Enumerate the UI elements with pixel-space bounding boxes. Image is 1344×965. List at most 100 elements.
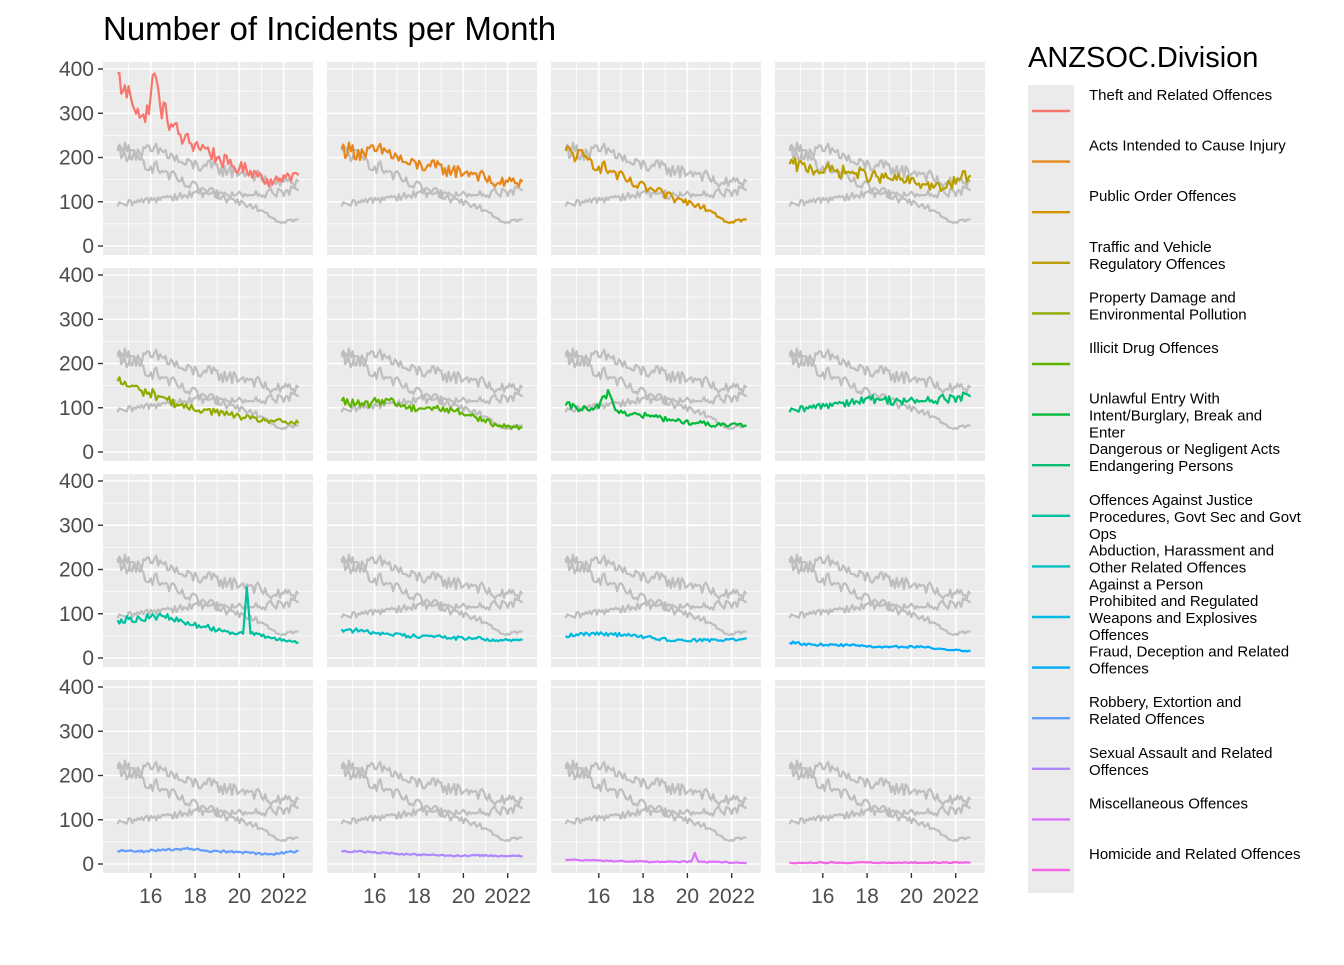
context-series-line — [116, 597, 300, 619]
context-series-line — [564, 557, 747, 636]
context-series-line — [116, 763, 299, 842]
series-line — [117, 71, 300, 188]
context-series-line — [788, 597, 972, 619]
panel-15: 16 18 20 2022 — [551, 680, 761, 908]
series-line — [788, 156, 972, 192]
legend-label: Intent/Burglary, Break and — [1089, 408, 1262, 425]
series-line — [564, 389, 747, 428]
context-series-line — [788, 347, 972, 394]
panel-13: 0 100 200 300 400 16 18 20 2022 — [59, 676, 313, 908]
x-tick-label: 16 — [587, 885, 610, 908]
legend-label: Weapons and Explosives — [1089, 610, 1257, 627]
series-line — [340, 396, 523, 431]
series-line — [564, 631, 747, 643]
panel-8 — [775, 268, 985, 461]
y-tick-label: 100 — [59, 191, 94, 214]
y-tick-label: 200 — [59, 353, 94, 376]
panel-10 — [327, 474, 537, 667]
y-tick-label: 0 — [82, 647, 94, 670]
panel-6 — [327, 268, 537, 461]
legend-label: Related Offences — [1089, 711, 1205, 728]
panel-14: 16 18 20 2022 — [327, 680, 537, 908]
context-series-line — [116, 185, 300, 207]
y-tick-label: 100 — [59, 809, 94, 832]
legend-label: Against a Person — [1089, 576, 1203, 593]
series-line — [788, 391, 972, 413]
y-tick-label: 100 — [59, 397, 94, 420]
x-tick-label: 18 — [183, 885, 206, 908]
legend-label: Ops — [1089, 526, 1117, 543]
context-series-line — [564, 141, 748, 188]
series-line — [341, 849, 523, 858]
legend-item: Homicide and Related Offences — [1032, 846, 1301, 872]
context-series-line — [788, 759, 972, 806]
y-tick-label: 300 — [59, 514, 94, 537]
legend-label: Procedures, Govt Sec and Govt — [1089, 509, 1302, 526]
y-tick-label: 200 — [59, 765, 94, 788]
legend-label: Offences — [1089, 627, 1149, 644]
legend-label: Endangering Persons — [1089, 458, 1233, 475]
legend-label: Sexual Assault and Related — [1089, 745, 1272, 762]
legend-label: Enter — [1089, 425, 1125, 442]
x-tick-label: 2022 — [260, 885, 307, 908]
legend-title: ANZSOC.Division — [1028, 42, 1258, 74]
panel-1: 0 100 200 300 400 — [59, 58, 313, 258]
context-series-line — [116, 759, 300, 806]
context-series-line — [340, 391, 524, 413]
context-series-line — [116, 557, 299, 636]
y-tick-label: 300 — [59, 102, 94, 125]
context-series-line — [564, 553, 748, 600]
context-series-line — [340, 759, 524, 806]
context-series-line — [116, 145, 299, 224]
context-series-line — [788, 557, 971, 636]
y-tick-label: 400 — [59, 264, 94, 287]
series-line — [117, 846, 299, 856]
y-tick-label: 300 — [59, 308, 94, 331]
context-series-line — [564, 185, 748, 207]
legend-item: Theft and Related Offences — [1032, 87, 1272, 113]
legend-label: Prohibited and Regulated — [1089, 593, 1258, 610]
panel-16: 16 18 20 2022 — [775, 680, 985, 908]
context-series-line — [340, 803, 524, 825]
context-series-line — [788, 145, 971, 224]
x-tick-label: 16 — [811, 885, 834, 908]
series-line — [116, 586, 299, 644]
context-series-line — [788, 553, 972, 600]
context-series-line — [788, 141, 972, 188]
context-series-line — [564, 351, 747, 430]
legend-label: Offences — [1089, 762, 1149, 779]
context-series-line — [340, 763, 523, 842]
legend-label: Illicit Drug Offences — [1089, 340, 1219, 357]
context-series-line — [340, 553, 524, 600]
x-tick-label: 2022 — [708, 885, 755, 908]
x-tick-label: 18 — [407, 885, 430, 908]
context-series-line — [340, 347, 524, 394]
chart-title: Number of Incidents per Month — [103, 10, 556, 47]
series-line — [565, 851, 747, 865]
panel-4 — [775, 62, 985, 255]
legend: ANZSOC.Division Theft and Related Offence… — [1028, 42, 1302, 893]
context-series-line — [788, 763, 971, 842]
legend-label: Miscellaneous Offences — [1089, 795, 1248, 812]
panel-12 — [775, 474, 985, 667]
x-tick-label: 2022 — [484, 885, 531, 908]
context-series-line — [564, 347, 748, 394]
x-tick-label: 18 — [855, 885, 878, 908]
legend-item: Miscellaneous Offences — [1032, 795, 1248, 821]
context-series-line — [564, 597, 748, 619]
panel-5: 0 100 200 300 400 — [59, 264, 313, 464]
legend-item: Acts Intended to Cause Injury — [1032, 138, 1286, 163]
x-tick-label: 16 — [139, 885, 162, 908]
context-series-line — [340, 557, 523, 636]
legend-item: Illicit Drug Offences — [1032, 340, 1219, 366]
